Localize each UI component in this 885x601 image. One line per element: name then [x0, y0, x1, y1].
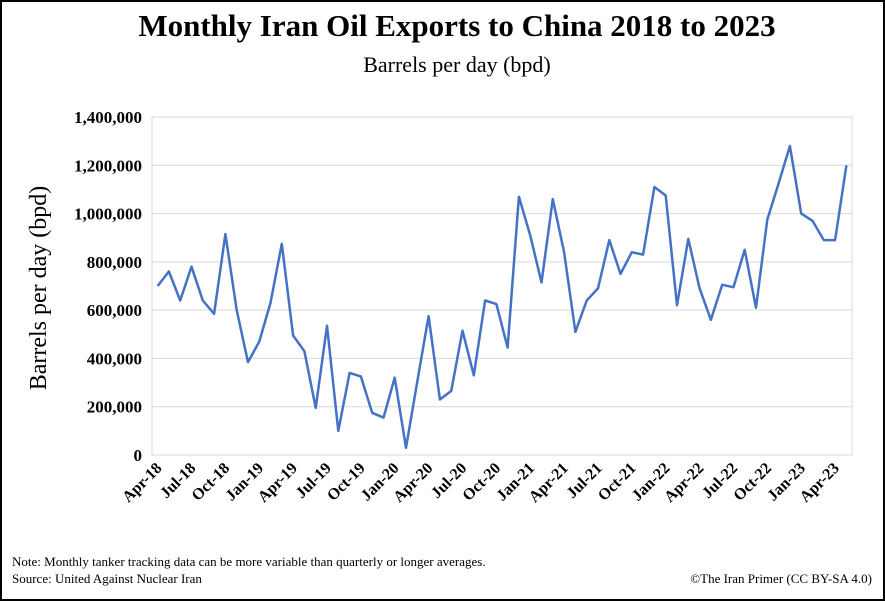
credit: ©The Iran Primer (CC BY-SA 4.0)	[690, 571, 872, 586]
y-tick-label: 200,000	[87, 398, 142, 417]
y-tick-label: 1,200,000	[74, 156, 142, 175]
y-tick-label: 600,000	[87, 301, 142, 320]
note: Note: Monthly tanker tracking data can b…	[12, 554, 486, 569]
line-series	[156, 144, 848, 450]
y-tick-label: 800,000	[87, 253, 142, 272]
y-tick-label: 400,000	[87, 349, 142, 368]
source: Source: United Against Nuclear Iran	[12, 571, 202, 586]
y-tick-label: 0	[134, 446, 143, 465]
chart-title: Monthly Iran Oil Exports to China 2018 t…	[138, 8, 775, 43]
y-tick-label: 1,000,000	[74, 205, 142, 224]
y-tick-label: 1,400,000	[74, 108, 142, 127]
chart-subtitle: Barrels per day (bpd)	[363, 52, 551, 77]
plot-area	[151, 116, 853, 456]
y-axis-label: Barrels per day (bpd)	[26, 186, 52, 391]
